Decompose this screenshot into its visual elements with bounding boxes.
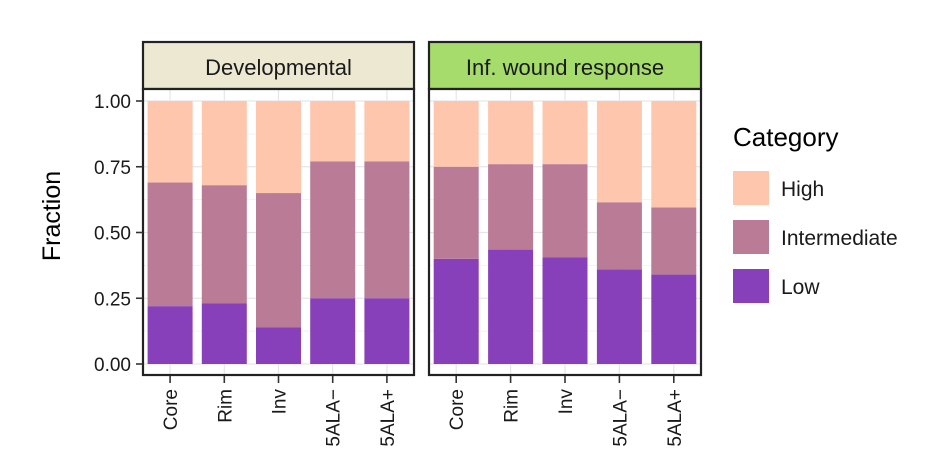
x-tick-label: 5ALA+ <box>665 389 686 447</box>
x-tick-label: Rim <box>502 389 523 423</box>
bar-low-core <box>433 258 479 364</box>
bar-low-5ala <box>596 269 642 364</box>
facet-strip-label: Developmental <box>205 55 352 80</box>
bar-high-5ala <box>310 101 356 162</box>
bar-intermediate-5ala <box>651 207 697 275</box>
bar-low-rim <box>201 303 247 364</box>
x-tick-label: Rim <box>215 389 236 423</box>
x-tick-label: 5ALA− <box>324 389 345 447</box>
bar-intermediate-5ala <box>596 202 642 270</box>
bar-high-5ala <box>596 101 642 203</box>
bar-low-5ala <box>651 274 697 364</box>
bar-low-inv <box>542 257 588 364</box>
legend-key-high <box>733 171 769 205</box>
legend: Category High Intermediate Low <box>733 122 898 303</box>
bars <box>433 101 697 364</box>
y-tick-label: 1.00 <box>94 92 131 113</box>
bar-high-inv <box>542 101 588 165</box>
legend-key-intermediate <box>733 220 769 254</box>
facet-strip-developmental <box>141 40 416 91</box>
bar-high-core <box>433 101 479 167</box>
y-axis-title: Fraction <box>38 171 66 261</box>
x-tick-label: Core <box>161 389 182 430</box>
x-tick-label: Inv <box>270 389 291 415</box>
bar-high-rim <box>488 101 534 165</box>
bar-low-core <box>147 306 193 364</box>
bar-intermediate-5ala <box>364 161 410 299</box>
panel-developmental: Developmental Core Rim Inv 5ALA− 5ALA+ <box>141 40 416 447</box>
x-tick-label: Inv <box>556 389 577 415</box>
bar-low-inv <box>256 327 301 364</box>
legend-label: Low <box>781 276 820 299</box>
panel-inf-wound-response: Inf. wound response Core Rim Inv 5ALA− 5ALA+ <box>427 40 703 447</box>
bar-intermediate-core <box>147 182 193 307</box>
bar-low-rim <box>488 249 534 364</box>
legend-label: High <box>781 178 824 201</box>
bar-high-rim <box>201 101 247 186</box>
legend-entry-low: Low <box>733 269 820 303</box>
bar-intermediate-core <box>433 166 479 259</box>
y-tick-label: 0.75 <box>94 158 131 179</box>
bar-high-core <box>147 101 193 183</box>
bar-intermediate-inv <box>542 164 588 258</box>
legend-label: Intermediate <box>781 227 898 250</box>
panel-border <box>427 87 703 377</box>
facet-strip-label: Inf. wound response <box>466 55 664 80</box>
y-axis: 0.00 0.25 0.50 0.75 1.00 <box>94 92 143 376</box>
y-tick-label: 0.25 <box>94 289 131 310</box>
bar-intermediate-rim <box>488 164 534 250</box>
bar-intermediate-rim <box>201 185 247 304</box>
bar-intermediate-inv <box>256 193 301 328</box>
bar-high-5ala <box>364 101 410 162</box>
legend-entry-high: High <box>733 171 824 205</box>
x-tick-label: 5ALA− <box>610 389 631 447</box>
facet-strip-inf-wound-response <box>427 40 703 91</box>
legend-key-low <box>733 269 769 303</box>
legend-title: Category <box>733 122 839 152</box>
bars <box>147 101 410 364</box>
bar-high-5ala <box>651 101 697 208</box>
legend-entry-intermediate: Intermediate <box>733 220 898 254</box>
x-tick-label: Core <box>447 389 468 430</box>
bar-high-inv <box>256 101 301 194</box>
y-tick-label: 0.50 <box>94 224 131 245</box>
bar-intermediate-5ala <box>310 161 356 299</box>
y-tick-label: 0.00 <box>94 355 131 376</box>
x-tick-label: 5ALA+ <box>378 389 399 447</box>
bar-low-5ala <box>310 298 356 364</box>
bar-low-5ala <box>364 298 410 364</box>
